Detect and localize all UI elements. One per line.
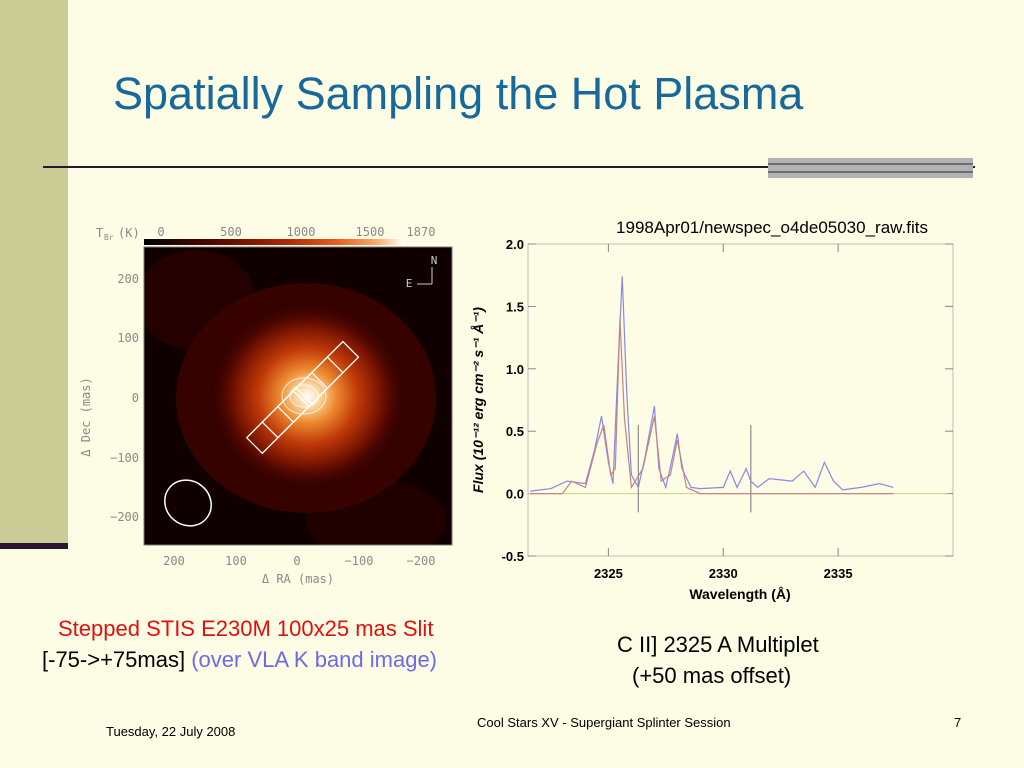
colorbar [144, 239, 404, 245]
caption-slit: Stepped STIS E230M 100x25 mas Slit [58, 616, 434, 641]
caption-multiplet: C II] 2325 A Multiplet [617, 632, 819, 657]
footer-session: Cool Stars XV - Supergiant Splinter Sess… [477, 715, 731, 730]
accent-block [768, 158, 973, 178]
y-tick-label: 1.5 [506, 299, 524, 314]
heatmap-chart: T Br (K) 0 500 1000 1500 1870 N E 200 10… [79, 225, 453, 586]
x-tick-label: 2325 [594, 566, 623, 581]
caption-mas-offset: (+50 mas offset) [632, 663, 792, 688]
colorbar-tick: 1500 [356, 225, 385, 239]
x-tick-label: 200 [163, 554, 185, 568]
y-tick-label: 0 [132, 391, 139, 405]
y-axis-label: Δ Dec (mas) [79, 377, 93, 456]
x-tick-label: 100 [225, 554, 247, 568]
footer-date: Tuesday, 22 July 2008 [106, 724, 236, 739]
accent-stripe [768, 171, 973, 173]
y-axis-label: Flux (10⁻¹² erg cm⁻² s⁻¹ Å⁻¹) [470, 307, 486, 493]
beam-ellipse [164, 479, 212, 527]
compass: N E [406, 254, 438, 290]
colorbar-tick: 1870 [407, 225, 436, 239]
caption-offset-range: [-75->+75mas] [42, 647, 186, 672]
accent-stripe [768, 163, 973, 165]
x-axis-label: Wavelength (Å) [689, 586, 790, 602]
y-tick-label: 200 [117, 272, 139, 286]
spectrum-data-line [530, 276, 894, 492]
x-tick-label: 2335 [824, 566, 853, 581]
chart-title: 1998Apr01/newspec_o4de05030_raw.fits [616, 218, 928, 237]
colorbar-unit: (K) [118, 226, 140, 240]
y-tick-label: 0.5 [506, 424, 524, 439]
y-tick-label: -0.5 [502, 549, 524, 564]
y-tick-label: 1.0 [506, 362, 524, 377]
spectrum-model-line [530, 318, 894, 495]
compass-north: N [431, 254, 438, 267]
colorbar-tick: 0 [157, 225, 164, 239]
x-tick-label: 0 [293, 554, 300, 568]
colorbar-tick: 500 [220, 225, 242, 239]
x-tick-label: 2330 [709, 566, 738, 581]
caption-vla-note: (over VLA K band image) [191, 647, 438, 672]
y-tick-label: −200 [110, 510, 139, 524]
heatmap-frame [143, 246, 453, 546]
slide-title: Spatially Sampling the Hot Plasma [113, 68, 804, 119]
sidebar-bar [0, 0, 68, 548]
spectrum-chart: 1998Apr01/newspec_o4de05030_raw.fits 2.0… [470, 218, 954, 602]
page-number: 7 [954, 715, 962, 730]
slit-positions [245, 340, 360, 455]
sidebar-bar-edge [0, 543, 68, 549]
title-rule [43, 166, 975, 168]
emission-blob [208, 301, 408, 491]
x-tick-label: −200 [407, 554, 436, 568]
y-tick-label: 2.0 [506, 237, 524, 252]
y-tick-label: −100 [110, 451, 139, 465]
compass-east: E [406, 277, 413, 290]
caption-offset: [-75->+75mas] (over VLA K band image) [42, 647, 437, 673]
colorbar-tick: 1000 [287, 225, 316, 239]
colorbar-label: T [96, 226, 103, 240]
y-tick-label: 100 [117, 331, 139, 345]
x-tick-label: −100 [345, 554, 374, 568]
y-tick-label: 0.0 [506, 487, 524, 502]
plot-frame [527, 243, 954, 557]
x-axis-label: Δ RA (mas) [262, 572, 334, 586]
colorbar-label-sub: Br [104, 233, 114, 242]
